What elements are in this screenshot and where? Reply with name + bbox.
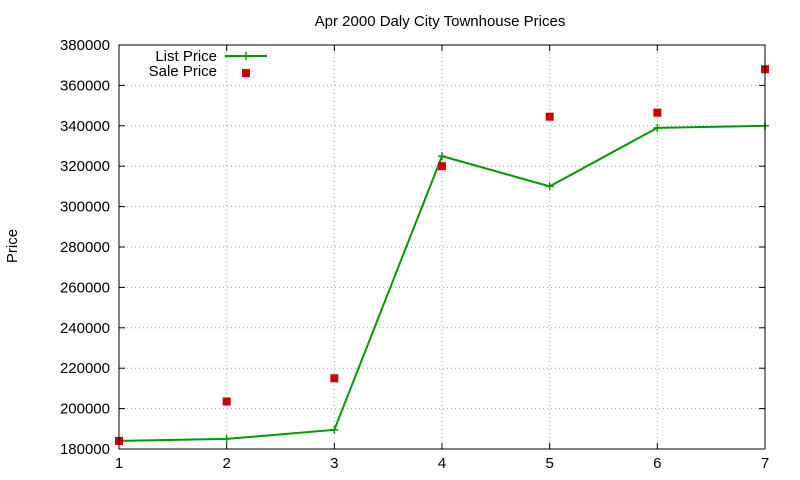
x-tick-label: 6 (653, 455, 661, 472)
legend-label: Sale Price (149, 63, 217, 80)
legend-swatch (242, 69, 250, 77)
data-point (545, 182, 554, 191)
data-point (222, 397, 231, 406)
data-point (653, 123, 662, 132)
data-point (330, 425, 339, 434)
x-tick-label: 1 (115, 455, 123, 472)
chart-title: Apr 2000 Daly City Townhouse Prices (315, 13, 566, 30)
y-tick-label: 300000 (60, 199, 110, 216)
data-point (330, 374, 339, 383)
legend-label: List Price (155, 48, 217, 65)
y-tick-label: 200000 (60, 401, 110, 418)
y-tick-label: 320000 (60, 158, 110, 175)
grid-lines (119, 45, 765, 449)
data-point (545, 112, 554, 121)
x-axis-ticks: 1 2 3 4 5 6 7 (115, 45, 769, 472)
x-tick-label: 5 (545, 455, 553, 472)
y-tick-label: 220000 (60, 360, 110, 377)
y-tick-label: 260000 (60, 279, 110, 296)
y-tick-label: 180000 (60, 441, 110, 458)
x-tick-label: 4 (438, 455, 446, 472)
y-tick-label: 340000 (60, 118, 110, 135)
y-tick-label: 280000 (60, 239, 110, 256)
y-axis-label: Price (4, 229, 21, 263)
y-tick-label: 240000 (60, 320, 110, 337)
x-tick-label: 7 (761, 455, 769, 472)
data-point (222, 434, 231, 443)
data-point (653, 108, 662, 117)
data-point (438, 152, 446, 161)
y-tick-label: 380000 (60, 37, 110, 54)
plot-series (115, 65, 769, 445)
series-2 (115, 65, 769, 445)
legend-marker (242, 52, 250, 60)
plot-frame (118, 44, 766, 450)
x-tick-label: 2 (222, 455, 230, 472)
data-point (438, 162, 446, 171)
series-1 (115, 121, 769, 445)
y-axis-ticks: 180000 200000 220000 240000 260000 280000 3000… (60, 37, 765, 458)
y-tick-label: 360000 (60, 77, 110, 94)
x-tick-label: 3 (330, 455, 338, 472)
